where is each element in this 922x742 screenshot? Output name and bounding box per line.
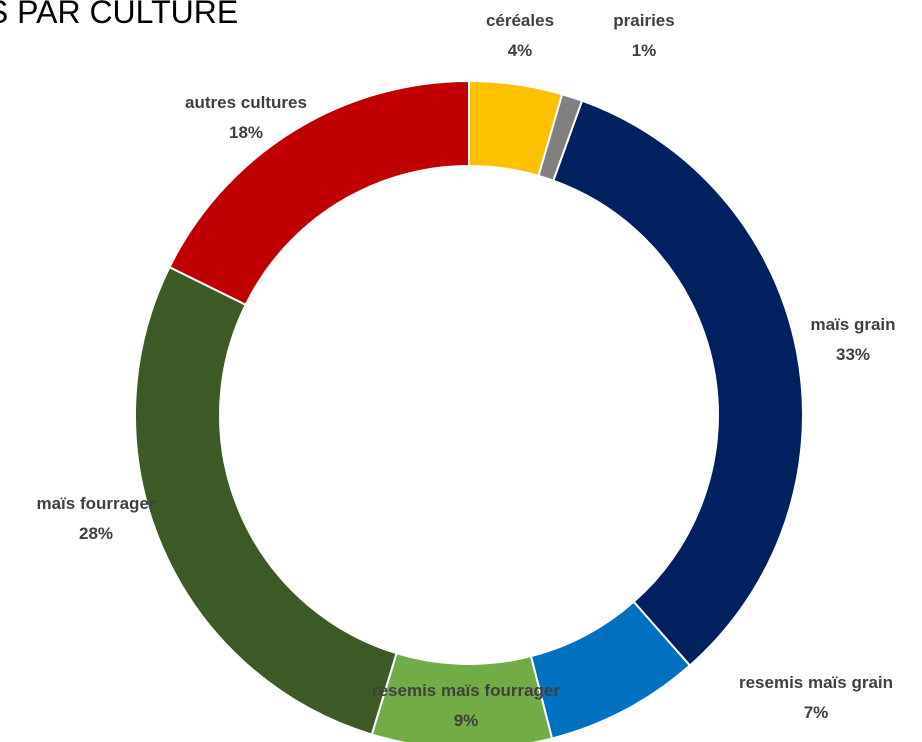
slice-value-label: 1% [632,41,657,60]
slice-label: maïs grain [810,315,895,334]
slice-value-label: 9% [454,711,479,730]
slice-value-label: 18% [229,123,263,142]
slice-value-label: 33% [836,345,870,364]
slice-label: maïs fourrager [36,494,155,513]
slice-label: resemis maïs fourrager [372,681,560,700]
donut-labels: céréales 4% prairies 1% maïs grain 33% resemis… [36,11,895,730]
slice-label: autres cultures [185,93,307,112]
slice-autres-cultures [168,79,470,307]
slice-label: resemis maïs grain [739,673,893,692]
slice-label: prairies [613,11,674,30]
slice-value-label: 4% [508,41,533,60]
slice-maïs-grain [552,99,804,667]
donut-slices [134,79,804,742]
slice-value-label: 28% [79,524,113,543]
chart-title: IS PAR CULTURE [0,0,239,30]
slice-label: céréales [486,11,554,30]
slice-value-label: 7% [804,703,829,722]
slice-maïs-fourrager [134,265,398,736]
